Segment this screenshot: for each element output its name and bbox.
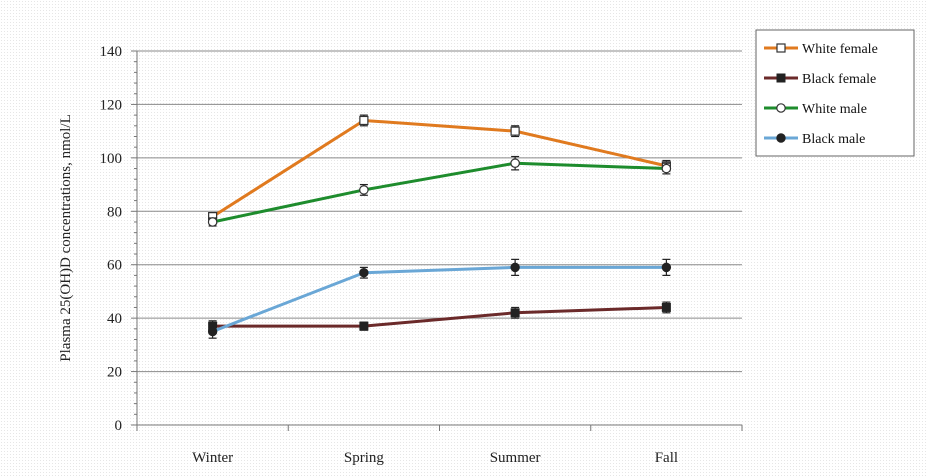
data-point-white-male bbox=[661, 163, 672, 174]
data-point-black-female bbox=[359, 321, 369, 331]
data-point-white-male bbox=[510, 158, 520, 168]
legend-marker-white-female bbox=[776, 43, 786, 53]
y-tick-label-60: 60 bbox=[107, 258, 122, 274]
series-line-black-female bbox=[212, 305, 667, 328]
data-point-black-female bbox=[661, 302, 671, 312]
legend: White female Black female White male Black … bbox=[755, 29, 915, 157]
data-point-black-male bbox=[510, 262, 520, 273]
series-line-white-female bbox=[211, 118, 667, 218]
legend-label-white-female: White female bbox=[802, 42, 878, 57]
data-point-white-female bbox=[510, 126, 520, 136]
x-tick-label-fall: Fall bbox=[655, 450, 678, 466]
axes bbox=[131, 50, 743, 431]
series-line-white-male bbox=[212, 161, 667, 224]
x-tick-labels: Winter Spring Summer Fall bbox=[192, 450, 678, 466]
series-group bbox=[207, 114, 672, 339]
data-point-white-female bbox=[359, 115, 369, 126]
gridlines bbox=[137, 50, 742, 373]
y-tick-label-80: 80 bbox=[107, 204, 122, 220]
y-tick-label-120: 120 bbox=[100, 97, 123, 113]
legend-label-black-male: Black male bbox=[802, 132, 865, 147]
y-tick-label-40: 40 bbox=[107, 311, 122, 327]
data-point-black-male bbox=[207, 326, 218, 337]
legend-label-white-male: White male bbox=[802, 102, 867, 117]
data-point-black-female bbox=[510, 308, 520, 318]
y-tick-label-100: 100 bbox=[100, 151, 123, 167]
y-tick-label-140: 140 bbox=[100, 44, 123, 60]
data-point-white-male bbox=[359, 185, 369, 195]
legend-marker-white-male bbox=[776, 103, 786, 113]
series-white-female bbox=[208, 114, 671, 222]
data-point-white-male bbox=[207, 217, 218, 227]
x-tick-label-summer: Summer bbox=[490, 450, 541, 466]
series-white-male bbox=[207, 155, 672, 227]
data-point-black-male bbox=[661, 262, 672, 273]
x-tick-label-winter: Winter bbox=[192, 450, 233, 466]
legend-marker-black-male bbox=[776, 133, 786, 143]
data-point-black-male bbox=[359, 268, 369, 278]
series-black-male bbox=[207, 258, 672, 339]
y-tick-label-0: 0 bbox=[115, 418, 123, 434]
series-line-black-male bbox=[212, 265, 667, 333]
y-tick-labels: 0 20 40 60 80 100 120 140 bbox=[100, 44, 123, 434]
legend-label-black-female: Black female bbox=[802, 72, 876, 87]
x-tick-label-spring: Spring bbox=[344, 450, 385, 466]
y-tick-label-20: 20 bbox=[107, 365, 122, 381]
y-axis-title: Plasma 25(OH)D concentrations, nmol/L bbox=[58, 114, 74, 361]
legend-marker-black-female bbox=[776, 73, 786, 83]
